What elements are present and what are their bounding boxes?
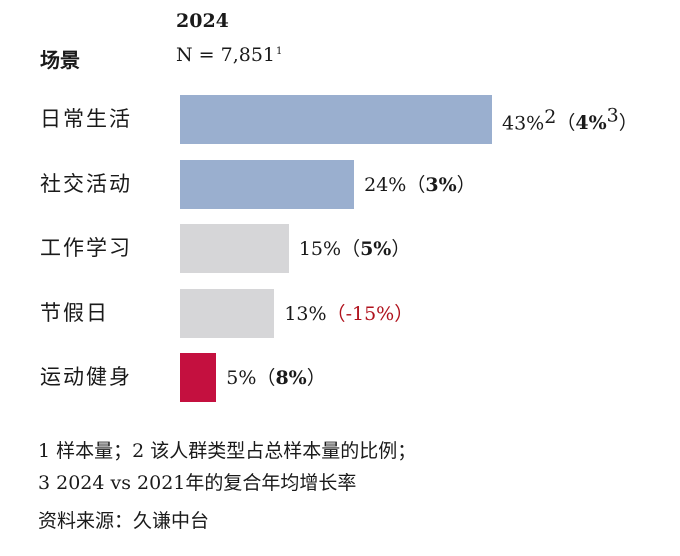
share-value: 15% [298, 238, 342, 260]
growth-value: （-15%） [326, 302, 414, 325]
growth-value: （5%） [341, 238, 411, 260]
footnote-line: 3 2024 vs 2021年的复合年均增长率 [38, 472, 357, 494]
growth-value: （4%3） [556, 105, 638, 135]
bar [180, 159, 355, 209]
share-value: 5% [226, 367, 257, 389]
bar [180, 353, 217, 402]
bar-value-label: 43%2（4%3） [502, 105, 638, 135]
growth-value: （3%） [406, 173, 476, 196]
category-label: 社交活动 [40, 171, 132, 196]
column-title: 场景 [40, 48, 80, 72]
category-label: 工作学习 [40, 236, 132, 260]
share-value: 24% [364, 173, 407, 196]
source-note: 资料来源：久谦中台 [38, 510, 210, 532]
share-footnote-mark: 2 [544, 106, 557, 128]
category-label: 节假日 [40, 300, 109, 325]
share-value: 43% [502, 112, 545, 135]
bar-value-label: 13%（-15%） [284, 299, 413, 326]
bar-value-label: 24%（3%） [364, 170, 476, 197]
bar [180, 224, 289, 273]
growth-value: （8%） [256, 367, 326, 389]
bar-value-label: 15%（5%） [299, 234, 411, 261]
sample-size-footnote-mark: 1 [276, 46, 283, 57]
sample-size-label: N = 7,8511 [176, 44, 282, 66]
growth-footnote-mark: 3 [606, 105, 619, 127]
category-label: 日常生活 [40, 107, 132, 131]
year-header: 2024 [176, 10, 229, 32]
footnote-line: 1 样本量；2 该人群类型占总样本量的比例； [38, 440, 417, 462]
bar-value-label: 5%（8%） [226, 363, 325, 390]
bar [180, 288, 275, 338]
category-label: 运动健身 [40, 365, 132, 389]
sample-size-text: N = 7,851 [176, 44, 276, 66]
bar [180, 95, 492, 144]
share-value: 13% [284, 302, 327, 325]
